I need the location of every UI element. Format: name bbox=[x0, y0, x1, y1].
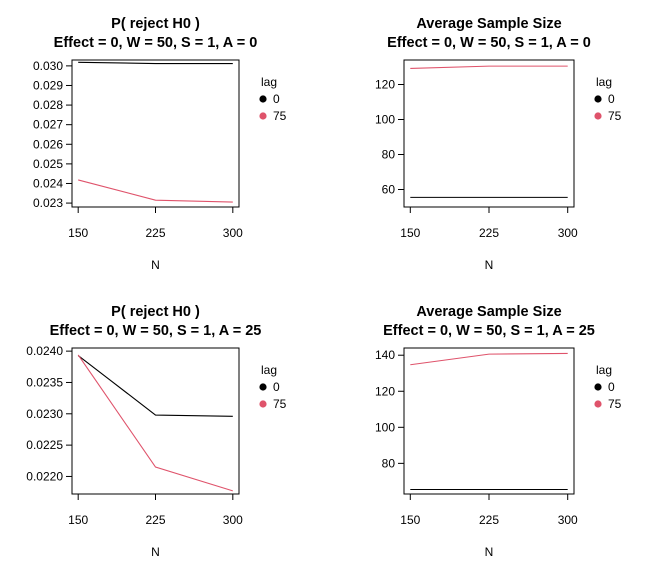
y-tick-label: 0.023 bbox=[33, 196, 63, 210]
y-tick-label: 100 bbox=[375, 420, 395, 434]
x-axis-label: N bbox=[485, 258, 494, 272]
legend-marker bbox=[594, 95, 602, 103]
chart-title: P( reject H0 ) bbox=[111, 304, 200, 320]
series-line-lag-75 bbox=[410, 65, 568, 69]
chart-subtitle: Effect = 0, W = 50, S = 1, A = 0 bbox=[387, 35, 591, 51]
y-tick-label: 120 bbox=[375, 384, 395, 398]
x-tick-label: 225 bbox=[479, 226, 499, 240]
legend-label: 75 bbox=[273, 109, 287, 123]
plot-frame bbox=[403, 347, 575, 495]
chart-title: Average Sample Size bbox=[416, 16, 561, 32]
y-tick-label: 0.026 bbox=[33, 137, 63, 151]
legend-label: 0 bbox=[608, 380, 615, 394]
x-tick-label: 300 bbox=[223, 226, 243, 240]
y-tick-label: 0.029 bbox=[33, 78, 63, 92]
x-tick-label: 225 bbox=[145, 513, 165, 527]
x-tick-label: 300 bbox=[558, 513, 578, 527]
y-tick-label: 0.0220 bbox=[26, 469, 63, 483]
legend-label: 75 bbox=[608, 397, 622, 411]
x-tick-label: 300 bbox=[223, 513, 243, 527]
y-tick-label: 0.0235 bbox=[26, 375, 63, 389]
y-tick-label: 0.0230 bbox=[26, 407, 63, 421]
chart-subtitle: Effect = 0, W = 50, S = 1, A = 0 bbox=[54, 35, 258, 51]
legend-marker bbox=[259, 95, 267, 103]
legend-title: lag bbox=[261, 363, 277, 377]
y-tick-label: 0.025 bbox=[33, 157, 63, 171]
y-tick-label: 0.028 bbox=[33, 98, 63, 112]
y-tick-label: 100 bbox=[375, 113, 395, 127]
chart-title: P( reject H0 ) bbox=[111, 16, 200, 32]
legend-label: 75 bbox=[608, 109, 622, 123]
x-axis-label: N bbox=[151, 545, 160, 559]
y-tick-label: 0.0225 bbox=[26, 438, 63, 452]
series-line-lag-75 bbox=[410, 352, 568, 366]
chart-subtitle: Effect = 0, W = 50, S = 1, A = 25 bbox=[383, 323, 595, 339]
legend-marker bbox=[594, 383, 602, 391]
legend-label: 0 bbox=[273, 92, 280, 106]
series-line-lag-75 bbox=[78, 179, 233, 203]
chart-panel-2: Average Sample Size Effect = 0, W = 50, S… bbox=[375, 16, 622, 272]
chart-panel-3: P( reject H0 ) Effect = 0, W = 50, S = 1,… bbox=[26, 304, 286, 559]
chart-title: Average Sample Size bbox=[416, 304, 561, 320]
legend-marker bbox=[594, 400, 602, 408]
y-tick-label: 0.0240 bbox=[26, 344, 63, 358]
x-tick-label: 225 bbox=[479, 513, 499, 527]
y-tick-label: 80 bbox=[382, 456, 396, 470]
chart-subtitle: Effect = 0, W = 50, S = 1, A = 25 bbox=[50, 323, 262, 339]
y-tick-label: 0.027 bbox=[33, 118, 63, 132]
legend-label: 0 bbox=[273, 380, 280, 394]
x-tick-label: 150 bbox=[400, 513, 420, 527]
x-axis-label: N bbox=[151, 258, 160, 272]
series-line-lag-75 bbox=[77, 354, 233, 492]
y-tick-label: 140 bbox=[375, 348, 395, 362]
legend-title: lag bbox=[596, 363, 612, 377]
legend-title: lag bbox=[261, 75, 277, 89]
y-tick-label: 0.030 bbox=[33, 59, 63, 73]
series-line-lag-0 bbox=[78, 61, 233, 65]
y-tick-label: 0.024 bbox=[33, 176, 63, 190]
x-tick-label: 150 bbox=[68, 513, 88, 527]
legend-marker bbox=[594, 112, 602, 120]
y-tick-label: 120 bbox=[375, 78, 395, 92]
legend-label: 75 bbox=[273, 397, 287, 411]
legend-title: lag bbox=[596, 75, 612, 89]
x-tick-label: 150 bbox=[400, 226, 420, 240]
chart-panel-4: Average Sample Size Effect = 0, W = 50, S… bbox=[375, 304, 622, 559]
legend-marker bbox=[259, 383, 267, 391]
x-axis-label: N bbox=[485, 545, 494, 559]
legend-marker bbox=[259, 112, 267, 120]
y-tick-label: 60 bbox=[382, 183, 396, 197]
y-tick-label: 80 bbox=[382, 148, 396, 162]
series-line-lag-0 bbox=[77, 355, 233, 417]
x-tick-label: 225 bbox=[145, 226, 165, 240]
legend-marker bbox=[259, 400, 267, 408]
legend-label: 0 bbox=[608, 92, 615, 106]
x-tick-label: 300 bbox=[558, 226, 578, 240]
plot-frame bbox=[403, 59, 575, 208]
x-tick-label: 150 bbox=[68, 226, 88, 240]
chart-panel-1: P( reject H0 ) Effect = 0, W = 50, S = 1,… bbox=[33, 16, 287, 272]
